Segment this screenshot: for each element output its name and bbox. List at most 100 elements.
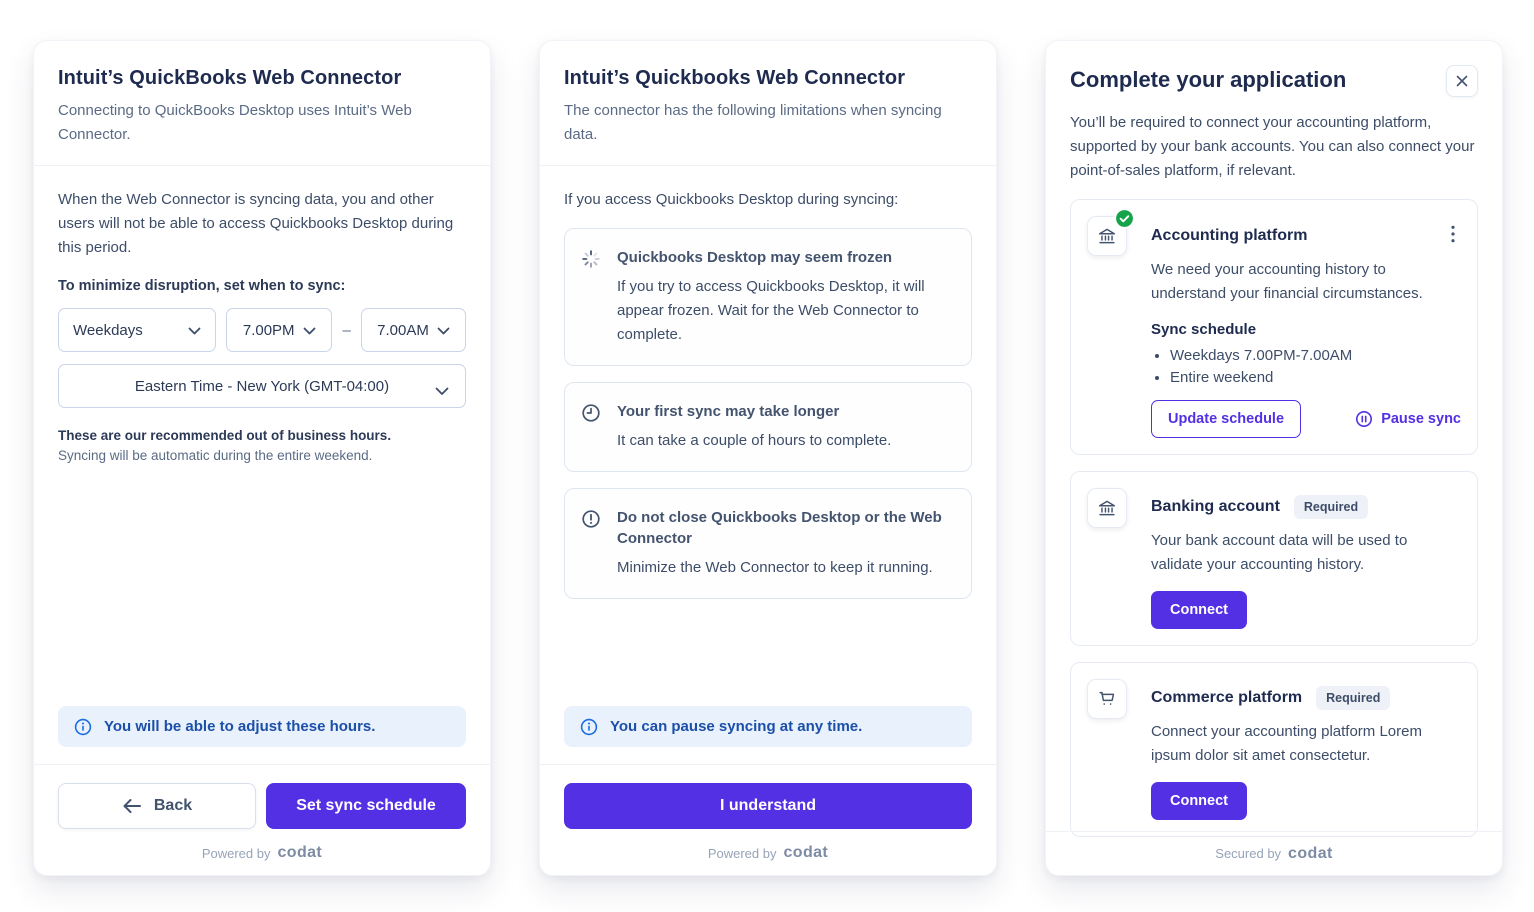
warning-content: Quickbooks Desktop may seem frozen If yo… [617,247,955,347]
info-circle-icon [74,718,92,736]
icon-box [1087,488,1127,528]
back-button-label: Back [153,797,193,814]
section-description: Your bank account data will be used to v… [1151,532,1408,573]
update-schedule-button[interactable]: Update schedule [1151,400,1302,438]
codat-logo: codat [783,844,829,861]
modal-title: Complete your application [1070,67,1347,92]
required-badge: Required [1293,495,1369,519]
sync-warning-text: When the Web Connector is syncing data, … [58,191,454,256]
pause-sync-button[interactable]: Pause sync [1355,410,1461,428]
warning-body: If you try to access Quickbooks Desktop,… [617,277,925,343]
card-header: Intuit’s Quickbooks Web Connector The co… [540,41,996,166]
warning-content: Your first sync may take longer It can t… [617,401,955,453]
chevron-down-icon [437,322,450,339]
section-actions: Update schedule Pause sync [1151,400,1461,438]
section-title-group: Commerce platform Required [1151,686,1391,710]
card-subtitle: The connector has the following limitati… [564,102,942,143]
bank-icon [1096,225,1118,247]
card-footer: Back Set sync schedule Powered by codat [34,764,490,875]
sync-schedule-list: Weekdays 7.00PM-7.00AM Entire weekend [1170,347,1461,386]
days-select[interactable]: Weekdays [58,308,216,352]
loading-spinner-icon [581,247,613,347]
to-time-select[interactable]: 7.00AM [361,308,466,352]
shopping-cart-icon [1096,688,1118,710]
close-button[interactable] [1446,65,1478,97]
bank-icon [1096,497,1118,519]
recommended-hours-note: These are our recommended out of busines… [58,428,392,443]
warning-content: Do not close Quickbooks Desktop or the W… [617,507,955,581]
warning-title: Do not close Quickbooks Desktop or the W… [617,508,942,548]
card-title: Intuit’s QuickBooks Web Connector [58,67,402,89]
adjust-hours-banner: You will be able to adjust these hours. [58,706,466,747]
warning-box-frozen: Quickbooks Desktop may seem frozen If yo… [564,228,972,366]
section-title-group: Banking account Required [1151,495,1369,519]
warning-body: Minimize the Web Connector to keep it ru… [617,559,933,576]
powered-by-label: Powered by [201,845,271,861]
chevron-down-icon [435,383,449,400]
days-select-value: Weekdays [73,321,143,339]
set-sync-schedule-button[interactable]: Set sync schedule [266,783,466,829]
section-body: Accounting platform We need your account… [1151,216,1461,438]
modal-description: You’ll be required to connect your accou… [1070,114,1475,179]
pause-circle-icon [1355,410,1373,428]
powered-by-footer: Powered by codat [564,844,972,862]
warning-body: It can take a couple of hours to complet… [617,431,892,449]
codat-logo: codat [277,844,323,861]
to-time-value: 7.00AM [377,321,429,339]
kebab-menu-icon [1451,225,1455,246]
section-accounting-platform: Accounting platform We need your account… [1070,199,1478,455]
weekend-sync-note: Syncing will be automatic during the ent… [58,448,373,463]
sync-schedule-heading: Sync schedule [1151,321,1257,338]
i-understand-button[interactable]: I understand [564,783,972,829]
modal-header: Complete your application [1046,41,1502,97]
section-body: Commerce platform Required Connect your … [1151,679,1461,820]
connect-commerce-button[interactable]: Connect [1151,782,1247,820]
limitations-card: Intuit’s Quickbooks Web Connector The co… [539,40,997,876]
pause-sync-label: Pause sync [1381,411,1461,427]
secured-by-label: Secured by [1215,846,1282,861]
card-subtitle: Connecting to QuickBooks Desktop uses In… [58,102,412,143]
card-content: When the Web Connector is syncing data, … [34,166,490,463]
schedule-item: Weekdays 7.00PM-7.00AM [1170,347,1461,364]
section-title-row: Banking account Required [1151,495,1461,519]
required-badge: Required [1316,686,1391,710]
timezone-value: Eastern Time - New York (GMT-04:00) [134,377,390,395]
warning-box-do-not-close: Do not close Quickbooks Desktop or the W… [564,487,972,599]
schedule-item: Entire weekend [1170,369,1461,386]
section-title-row: Commerce platform Required [1151,686,1461,710]
icon-box [1087,208,1135,256]
section-description: Connect your accounting platform Lorem i… [1151,723,1422,764]
timezone-select[interactable]: Eastern Time - New York (GMT-04:00) [58,364,466,408]
section-commerce-platform: Commerce platform Required Connect your … [1070,662,1478,837]
card-footer: I understand Powered by codat [540,764,996,875]
alert-circle-icon [581,507,613,581]
info-circle-icon [580,718,598,736]
section-description: We need your accounting history to under… [1151,261,1423,302]
sync-schedule-card: Intuit’s QuickBooks Web Connector Connec… [33,40,491,876]
warning-title: Quickbooks Desktop may seem frozen [617,249,893,266]
card-content: If you access Quickbooks Desktop during … [540,166,996,599]
section-title-row: Accounting platform [1151,223,1461,248]
section-title: Accounting platform [1151,226,1308,244]
sync-time-row: Weekdays 7.00PM – 7.00AM [58,308,466,352]
warning-title: Your first sync may take longer [617,402,840,420]
icon-box [1087,679,1127,719]
back-button[interactable]: Back [58,783,256,829]
intro-text: If you access Quickbooks Desktop during … [564,191,899,208]
chevron-down-icon [188,322,201,339]
from-time-select[interactable]: 7.00PM [226,308,333,352]
complete-application-modal: Complete your application You’ll be requ… [1045,40,1503,876]
section-banking-account: Banking account Required Your bank accou… [1070,471,1478,646]
card-header: Intuit’s QuickBooks Web Connector Connec… [34,41,490,166]
banner-text: You can pause syncing at any time. [610,718,863,735]
set-sync-label: To minimize disruption, set when to sync… [58,278,346,294]
connect-banking-button[interactable]: Connect [1151,591,1247,629]
footer-buttons: Back Set sync schedule [58,783,466,829]
clock-icon [581,401,613,453]
check-badge-icon [1114,208,1135,229]
secured-by-footer: Secured by codat [1046,831,1502,875]
kebab-menu-button[interactable] [1445,223,1461,248]
card-title: Intuit’s Quickbooks Web Connector [564,67,906,89]
chevron-down-icon [303,322,316,339]
time-range-dash: – [342,321,351,339]
